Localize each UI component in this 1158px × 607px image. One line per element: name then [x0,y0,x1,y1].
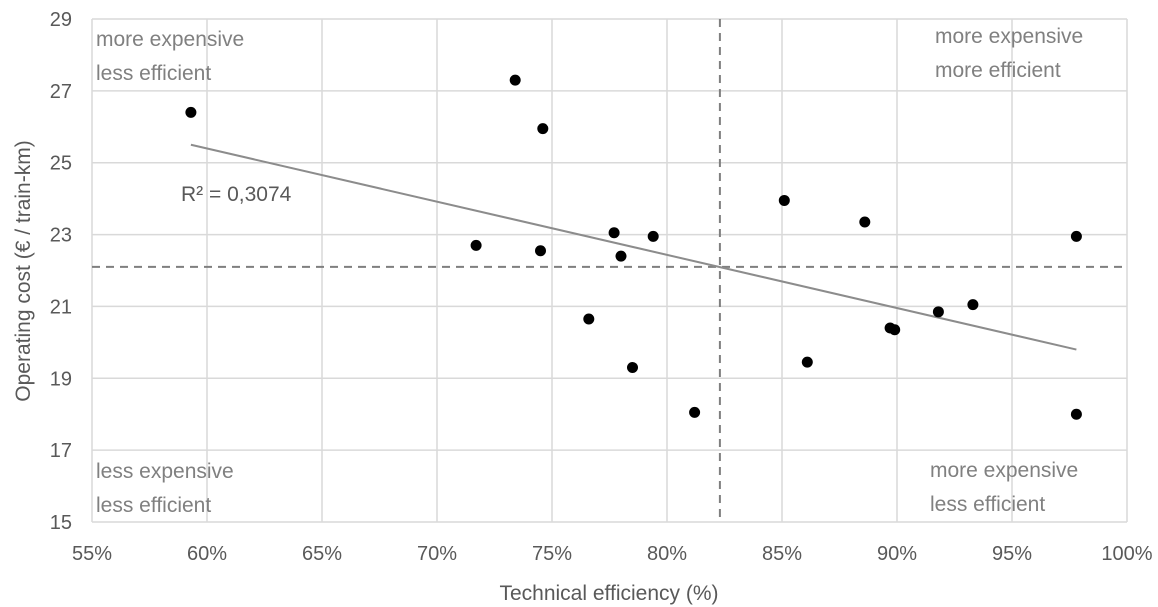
x-tick-label: 85% [762,543,802,565]
data-point [889,324,901,336]
data-point [627,362,638,374]
quadrant-bottom-right-line2: less efficient [930,493,1045,516]
y-tick-label: 21 [50,296,72,318]
data-point [859,216,871,228]
data-point [801,356,813,368]
y-tick-label: 19 [50,368,72,390]
x-tick-label: 55% [72,543,112,565]
reference-lines [92,19,1127,522]
data-point [608,227,620,239]
data-point [535,245,546,257]
x-tick-label: 60% [187,543,227,565]
quadrant-top-right-line1: more expensive [935,25,1083,48]
y-tick-label: 29 [50,9,72,31]
quadrant-bottom-right-line1: more expensive [930,459,1078,482]
data-point [1070,230,1082,242]
x-tick-label: 70% [417,543,457,565]
data-point [647,230,659,242]
data-points [185,74,1082,420]
r-squared-label: R² = 0,3074 [181,183,292,206]
quadrant-top-right-line2: more efficient [935,59,1061,82]
quadrant-top-left-line1: more expensive [96,28,244,51]
x-tick-label: 80% [647,543,687,565]
trendline [190,143,1077,351]
data-point [583,313,595,325]
data-point [537,123,549,135]
x-tick-label: 100% [1101,543,1152,565]
y-tick-label: 15 [50,512,72,534]
trendline-line [190,143,1077,351]
data-point [615,250,627,262]
grid [91,18,1128,523]
x-tick-label: 90% [877,543,917,565]
x-tick-label: 75% [532,543,572,565]
data-point [778,194,790,206]
data-point [932,306,944,318]
quadrant-bottom-left-line2: less efficient [96,494,211,517]
quadrant-bottom-left-line1: less expensive [96,460,234,483]
data-point [470,239,482,251]
y-tick-label: 25 [50,153,72,175]
x-tick-labels: 55% 60% 65% 70% 75% 80% 85% 90% 95% 100% [72,543,1153,565]
y-tick-label: 17 [50,440,72,462]
x-tick-label: 65% [302,543,342,565]
data-point [509,74,521,86]
x-axis-label: Technical efficiency (%) [499,582,718,605]
y-tick-labels: 15 17 19 21 23 25 27 29 [50,9,72,534]
y-tick-label: 23 [50,225,72,247]
y-axis-label: Operating cost (€ / train-km) [12,140,35,401]
x-tick-label: 95% [992,543,1032,565]
data-point [967,299,979,311]
data-point [1070,408,1082,420]
y-tick-label: 27 [50,81,72,103]
data-point [185,106,197,118]
data-point [689,406,701,418]
quadrant-top-left-line2: less efficient [96,62,211,85]
